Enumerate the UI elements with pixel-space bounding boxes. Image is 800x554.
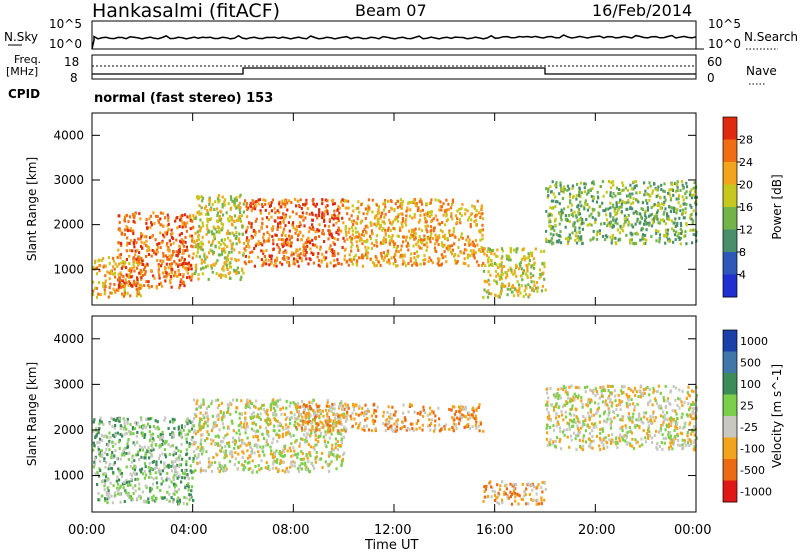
scatter-region	[92, 416, 195, 506]
freq-left-tick-top: 18	[64, 55, 80, 69]
x-tick-label: 04:00	[170, 523, 208, 538]
scatter-region	[482, 247, 547, 299]
scatter-region	[343, 198, 485, 268]
scatter-region	[243, 197, 346, 268]
colorbar-segment	[723, 274, 737, 298]
colorbar-segment	[723, 330, 737, 352]
colorbar-tick-label: 4	[739, 269, 746, 282]
noise-panel-frame	[91, 20, 697, 50]
noise-left-tick-top: 10^5	[49, 17, 82, 31]
colorbar-tick-label: 100	[740, 378, 761, 391]
y-axis-label: Slant Range [km]	[25, 362, 39, 466]
noise-right-tick-top: 10^5	[708, 17, 741, 31]
scatter-region	[545, 180, 698, 246]
y-axis-label: Slant Range [km]	[25, 157, 39, 261]
colorbar-tick-label: 20	[739, 179, 753, 192]
colorbar-tick-label: 500	[740, 356, 761, 369]
freq-label-line1: Freq.	[14, 53, 42, 66]
nave-right-tick-top: 60	[707, 55, 723, 69]
nave-label: Nave	[746, 64, 777, 78]
colorbar-segment	[723, 394, 737, 417]
freq-panel-frame	[91, 54, 697, 80]
y-tick-label: 4000	[53, 128, 84, 142]
colorbar-tick-label: 25	[740, 399, 754, 412]
date-title: 16/Feb/2014	[592, 1, 693, 20]
colorbar-tick-label: 8	[739, 246, 746, 259]
colorbar-tick-label: -500	[740, 464, 765, 477]
scatter-region	[192, 193, 245, 282]
x-axis-label: Time UT	[365, 538, 419, 553]
noise-right-tick-bottom: 10^0	[708, 37, 741, 51]
station-title: Hankasalmi (fitACF)	[92, 0, 281, 22]
colorbar-segment	[723, 459, 737, 481]
x-tick-label: 20:00	[578, 523, 616, 538]
colorbar-tick-label: 24	[739, 156, 753, 169]
colorbar-label: Velocity [m s^-1]	[770, 364, 784, 468]
x-tick-label: 16:00	[476, 523, 514, 538]
nave-line	[92, 67, 696, 75]
x-tick-label: 08:00	[272, 523, 310, 538]
colorbar-segment	[723, 117, 737, 140]
colorbar-tick-label: 12	[739, 224, 753, 237]
noise-search-label: N.Search	[744, 30, 799, 44]
colorbar-tick-label: -100	[740, 442, 765, 455]
y-tick-label: 3000	[53, 377, 84, 391]
colorbar-segment	[723, 162, 737, 185]
colorbar-tick-label: -1000	[740, 485, 772, 498]
scatter-region	[482, 480, 547, 506]
x-tick-label: 00:00	[68, 523, 106, 538]
colorbar-segment	[723, 437, 737, 460]
y-tick-label: 3000	[53, 173, 84, 187]
colorbar-tick-label: 1000	[740, 335, 768, 348]
cpid-mode: normal (fast stereo) 153	[94, 91, 274, 106]
noise-sky-line	[91, 34, 697, 50]
colorbar-segment	[723, 229, 737, 253]
scatter-region	[545, 384, 699, 452]
y-tick-label: 1000	[53, 469, 84, 483]
cpid-label: CPID	[8, 87, 41, 101]
beam-title: Beam 07	[355, 1, 427, 20]
x-tick-label: 00:00	[674, 523, 712, 538]
y-tick-label: 2000	[53, 423, 84, 437]
colorbar-tick-label: -25	[740, 421, 758, 434]
colorbar-label: Power [dB]	[770, 174, 784, 239]
colorbar-tick-label: 16	[739, 201, 753, 214]
colorbar-segment	[723, 139, 737, 163]
colorbar-segment	[723, 373, 737, 395]
colorbar-segment	[723, 184, 737, 208]
noise-left-tick-bottom: 10^0	[49, 37, 82, 51]
colorbar-segment	[723, 480, 737, 503]
x-tick-label: 12:00	[374, 523, 412, 538]
y-tick-label: 1000	[53, 262, 84, 276]
y-tick-label: 4000	[53, 332, 84, 346]
scatter-region	[117, 211, 195, 290]
colorbar-frame	[722, 329, 738, 503]
colorbar-segment	[723, 207, 737, 230]
colorbar-segment	[723, 252, 737, 275]
scatter-region	[293, 402, 485, 433]
colorbar-segment	[723, 416, 737, 438]
colorbar-tick-label: 28	[739, 134, 753, 147]
y-tick-label: 2000	[53, 218, 84, 232]
noise-sky-label: N.Sky	[4, 30, 39, 44]
freq-left-tick-bottom: 8	[70, 71, 78, 85]
colorbar-segment	[723, 351, 737, 374]
nave-right-tick-bottom: 0	[707, 71, 715, 85]
freq-label-line2: [MHz]	[6, 65, 39, 78]
